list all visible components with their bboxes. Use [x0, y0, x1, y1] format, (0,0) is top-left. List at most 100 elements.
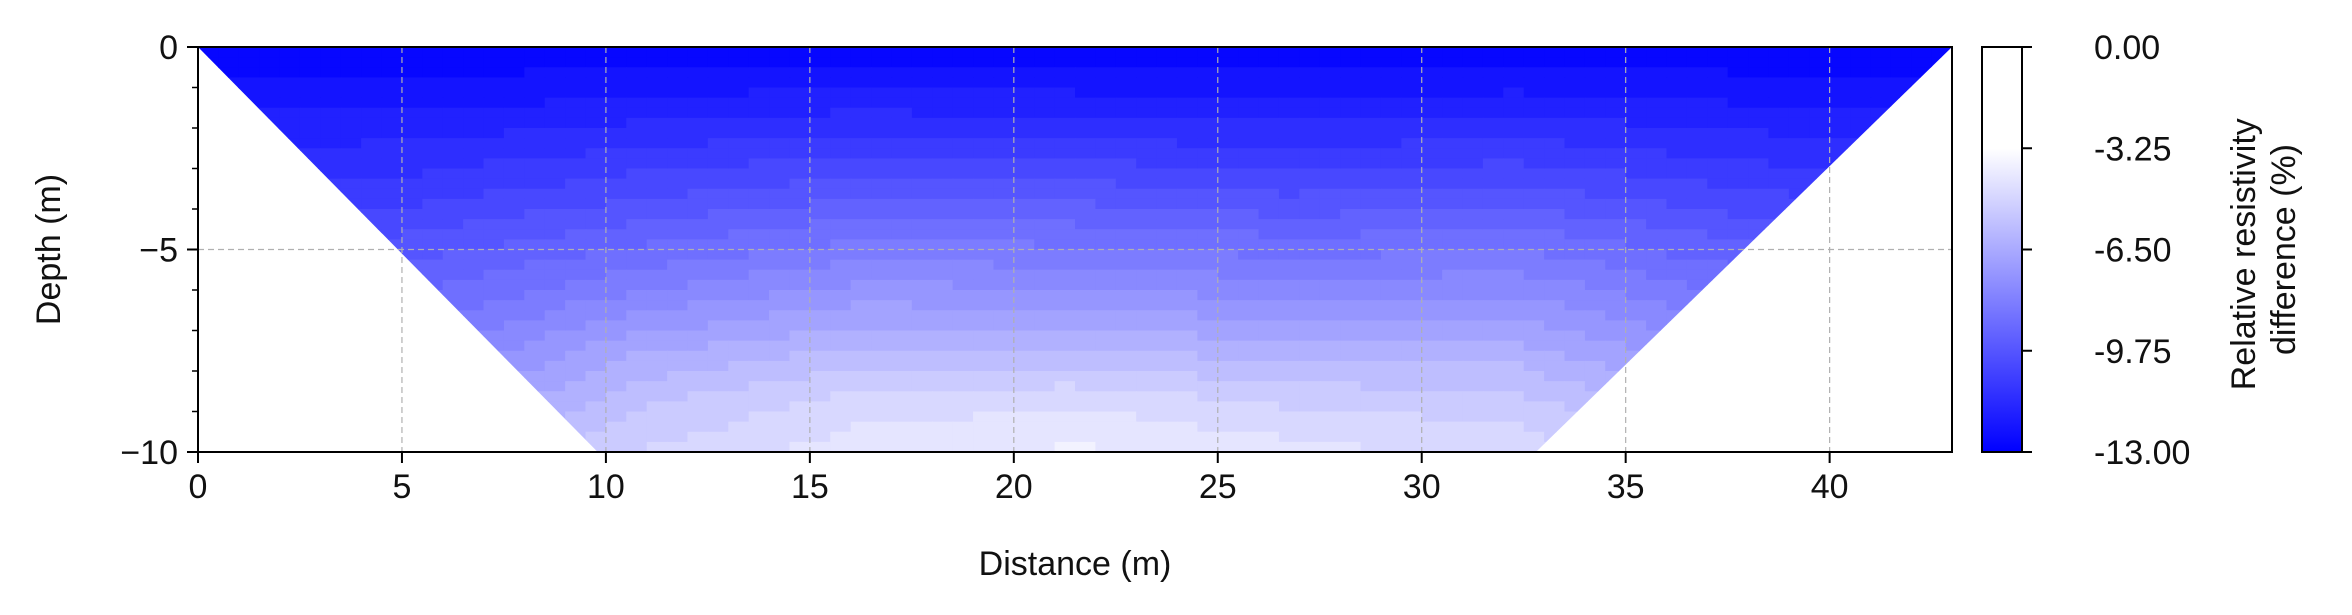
field-cell	[1911, 441, 1933, 452]
field-cell	[728, 138, 750, 149]
field-cell	[1095, 168, 1117, 180]
field-cell	[1788, 441, 1810, 452]
field-cell	[1442, 97, 1464, 109]
field-cell	[1197, 178, 1219, 190]
field-cell	[1115, 209, 1137, 220]
field-cell	[1176, 300, 1198, 311]
field-cell	[585, 431, 607, 443]
field-cell	[1646, 401, 1668, 413]
field-cell	[1625, 431, 1647, 443]
field-cell	[1584, 239, 1606, 251]
field-cell	[1788, 421, 1810, 433]
field-cell	[605, 188, 627, 200]
field-cell	[1768, 198, 1790, 210]
field-cell	[422, 290, 444, 301]
field-cell	[728, 77, 750, 89]
field-cell	[238, 391, 260, 402]
field-cell	[1748, 209, 1770, 220]
field-cell	[626, 128, 648, 139]
field-cell	[1278, 421, 1300, 433]
field-cell	[1625, 441, 1647, 452]
field-cell	[993, 107, 1015, 119]
field-cell	[1115, 87, 1137, 99]
field-cell	[687, 421, 709, 433]
field-cell	[1360, 239, 1382, 251]
field-cell	[1829, 77, 1851, 89]
field-cell	[1075, 300, 1096, 311]
field-cell	[279, 371, 301, 382]
field-cell	[1870, 290, 1892, 301]
field-cell	[1421, 67, 1443, 78]
field-cell	[1911, 330, 1933, 342]
field-cell	[279, 87, 301, 99]
field-cell	[1523, 178, 1545, 190]
field-cell	[218, 97, 240, 109]
field-cell	[340, 239, 362, 251]
field-cell	[1523, 209, 1545, 220]
field-cell	[1911, 117, 1933, 129]
field-cell	[748, 67, 770, 78]
field-cell	[1564, 310, 1586, 321]
field-cell	[320, 77, 342, 89]
field-cell	[850, 219, 872, 230]
field-cell	[1931, 188, 1952, 200]
field-cell	[952, 219, 974, 230]
field-cell	[381, 219, 403, 230]
field-cell	[1462, 441, 1484, 452]
field-cell	[1299, 117, 1321, 129]
field-cell	[1564, 391, 1586, 402]
field-cell	[646, 340, 668, 352]
field-cell	[1625, 128, 1647, 139]
field-cell	[952, 360, 974, 372]
field-cell	[1686, 381, 1708, 392]
field-cell	[626, 87, 648, 99]
field-cell	[1462, 128, 1484, 139]
field-cell	[1503, 198, 1525, 210]
field-cell	[218, 279, 240, 291]
field-cell	[830, 148, 852, 159]
field-cell	[1217, 300, 1239, 311]
field-cell	[1666, 107, 1688, 119]
field-cell	[1748, 391, 1770, 402]
field-cell	[1319, 269, 1341, 281]
field-cell	[1380, 381, 1402, 392]
field-cell	[728, 158, 750, 170]
field-cell	[830, 350, 852, 362]
field-cell	[524, 340, 546, 352]
field-cell	[667, 168, 689, 180]
field-cell	[1890, 279, 1912, 291]
field-cell	[483, 249, 505, 261]
field-cell	[1890, 431, 1912, 443]
field-cell	[1462, 219, 1484, 230]
field-cell	[891, 138, 913, 149]
field-cell	[993, 310, 1015, 321]
field-cell	[1340, 330, 1362, 342]
field-cell	[748, 330, 770, 342]
field-cell	[1034, 128, 1056, 139]
field-cell	[1625, 168, 1647, 180]
field-cell	[1115, 198, 1137, 210]
field-cell	[381, 47, 403, 58]
field-cell	[544, 47, 566, 58]
field-cell	[1013, 269, 1035, 281]
field-cell	[544, 391, 566, 402]
field-cell	[1584, 219, 1606, 230]
field-cell	[340, 411, 362, 423]
field-cell	[463, 168, 485, 180]
field-cell	[1809, 441, 1831, 452]
field-cell	[646, 148, 668, 159]
field-cell	[1482, 57, 1504, 68]
field-cell	[1054, 290, 1076, 301]
field-cell	[1095, 188, 1117, 200]
field-cell	[442, 47, 464, 58]
field-cell	[422, 219, 444, 230]
field-cell	[1299, 198, 1321, 210]
field-cell	[707, 300, 729, 311]
field-cell	[1503, 87, 1525, 99]
field-cell	[809, 320, 831, 332]
field-cell	[1788, 239, 1810, 251]
field-cell	[1850, 371, 1872, 382]
field-cell	[850, 441, 872, 452]
field-cell	[1136, 117, 1158, 129]
field-cell	[1768, 411, 1790, 423]
